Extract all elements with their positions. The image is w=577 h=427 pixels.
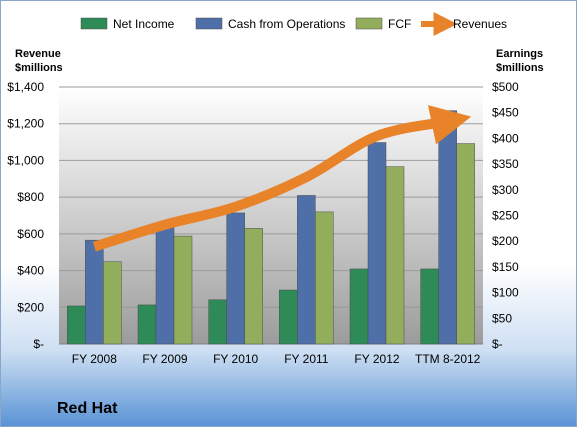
bar-cash-from-operations xyxy=(85,239,104,345)
line-revenues xyxy=(92,105,472,252)
x-tick-label: TTM 8-2012 xyxy=(415,352,481,366)
legend-label: Net Income xyxy=(113,17,175,31)
bar-net-income xyxy=(67,305,86,345)
x-tick-label: FY 2011 xyxy=(284,352,329,366)
bar-cash-from-operations xyxy=(155,223,175,345)
x-tick-label: FY 2010 xyxy=(213,352,258,366)
right-axis-title-line2: $millions xyxy=(496,62,544,74)
left-axis-title-line2: $millions xyxy=(15,62,63,74)
legend-label: Cash from Operations xyxy=(228,17,345,31)
left-axis-title-line1: Revenue xyxy=(15,48,61,60)
left-tick-label: $800 xyxy=(17,190,44,204)
bar-net-income xyxy=(420,268,439,345)
bar-cash-from-operations xyxy=(297,195,316,345)
bar-net-income xyxy=(279,289,298,345)
right-tick-label: $450 xyxy=(492,106,519,120)
bar-fcf xyxy=(244,228,263,345)
x-tick-label: FY 2012 xyxy=(354,352,399,366)
right-tick-label: $350 xyxy=(492,157,519,171)
right-tick-label: $400 xyxy=(492,131,519,145)
left-tick-label: $400 xyxy=(17,264,44,278)
bar-fcf xyxy=(385,166,405,345)
company-name: Red Hat xyxy=(57,400,118,417)
right-tick-label: $- xyxy=(492,337,503,351)
x-tick-label: FY 2008 xyxy=(72,352,117,366)
right-tick-label: $100 xyxy=(492,286,519,300)
x-tick-label: FY 2009 xyxy=(142,352,187,366)
right-axis-title-line1: Earnings xyxy=(496,48,543,60)
left-tick-label: $1,000 xyxy=(7,153,44,167)
bar-fcf xyxy=(173,235,193,345)
bar-fcf xyxy=(103,261,122,345)
left-tick-label: $200 xyxy=(17,300,44,314)
right-tick-label: $150 xyxy=(492,260,519,274)
left-tick-label: $1,200 xyxy=(7,117,44,131)
bar-cash-from-operations xyxy=(226,212,245,345)
legend-swatch-cash-from-operations xyxy=(195,17,223,30)
bar-cash-from-operations xyxy=(438,110,457,345)
left-tick-label: $600 xyxy=(17,227,44,241)
legend-swatch-net-income xyxy=(80,17,108,30)
bar-net-income xyxy=(208,299,227,345)
left-tick-label: $- xyxy=(33,337,44,351)
legend-label: FCF xyxy=(388,17,411,31)
right-tick-label: $50 xyxy=(492,311,512,325)
legend-label: Revenues xyxy=(453,17,507,31)
left-tick-label: $1,400 xyxy=(7,80,44,94)
bar-fcf xyxy=(315,211,334,345)
bar-net-income xyxy=(349,268,369,345)
right-tick-label: $250 xyxy=(492,209,519,223)
right-tick-label: $300 xyxy=(492,183,519,197)
bar-fcf xyxy=(456,143,475,345)
right-tick-label: $500 xyxy=(492,80,519,94)
right-tick-label: $200 xyxy=(492,234,519,248)
bar-cash-from-operations xyxy=(367,142,387,345)
bar-net-income xyxy=(137,304,157,345)
legend-swatch-fcf xyxy=(355,17,383,30)
